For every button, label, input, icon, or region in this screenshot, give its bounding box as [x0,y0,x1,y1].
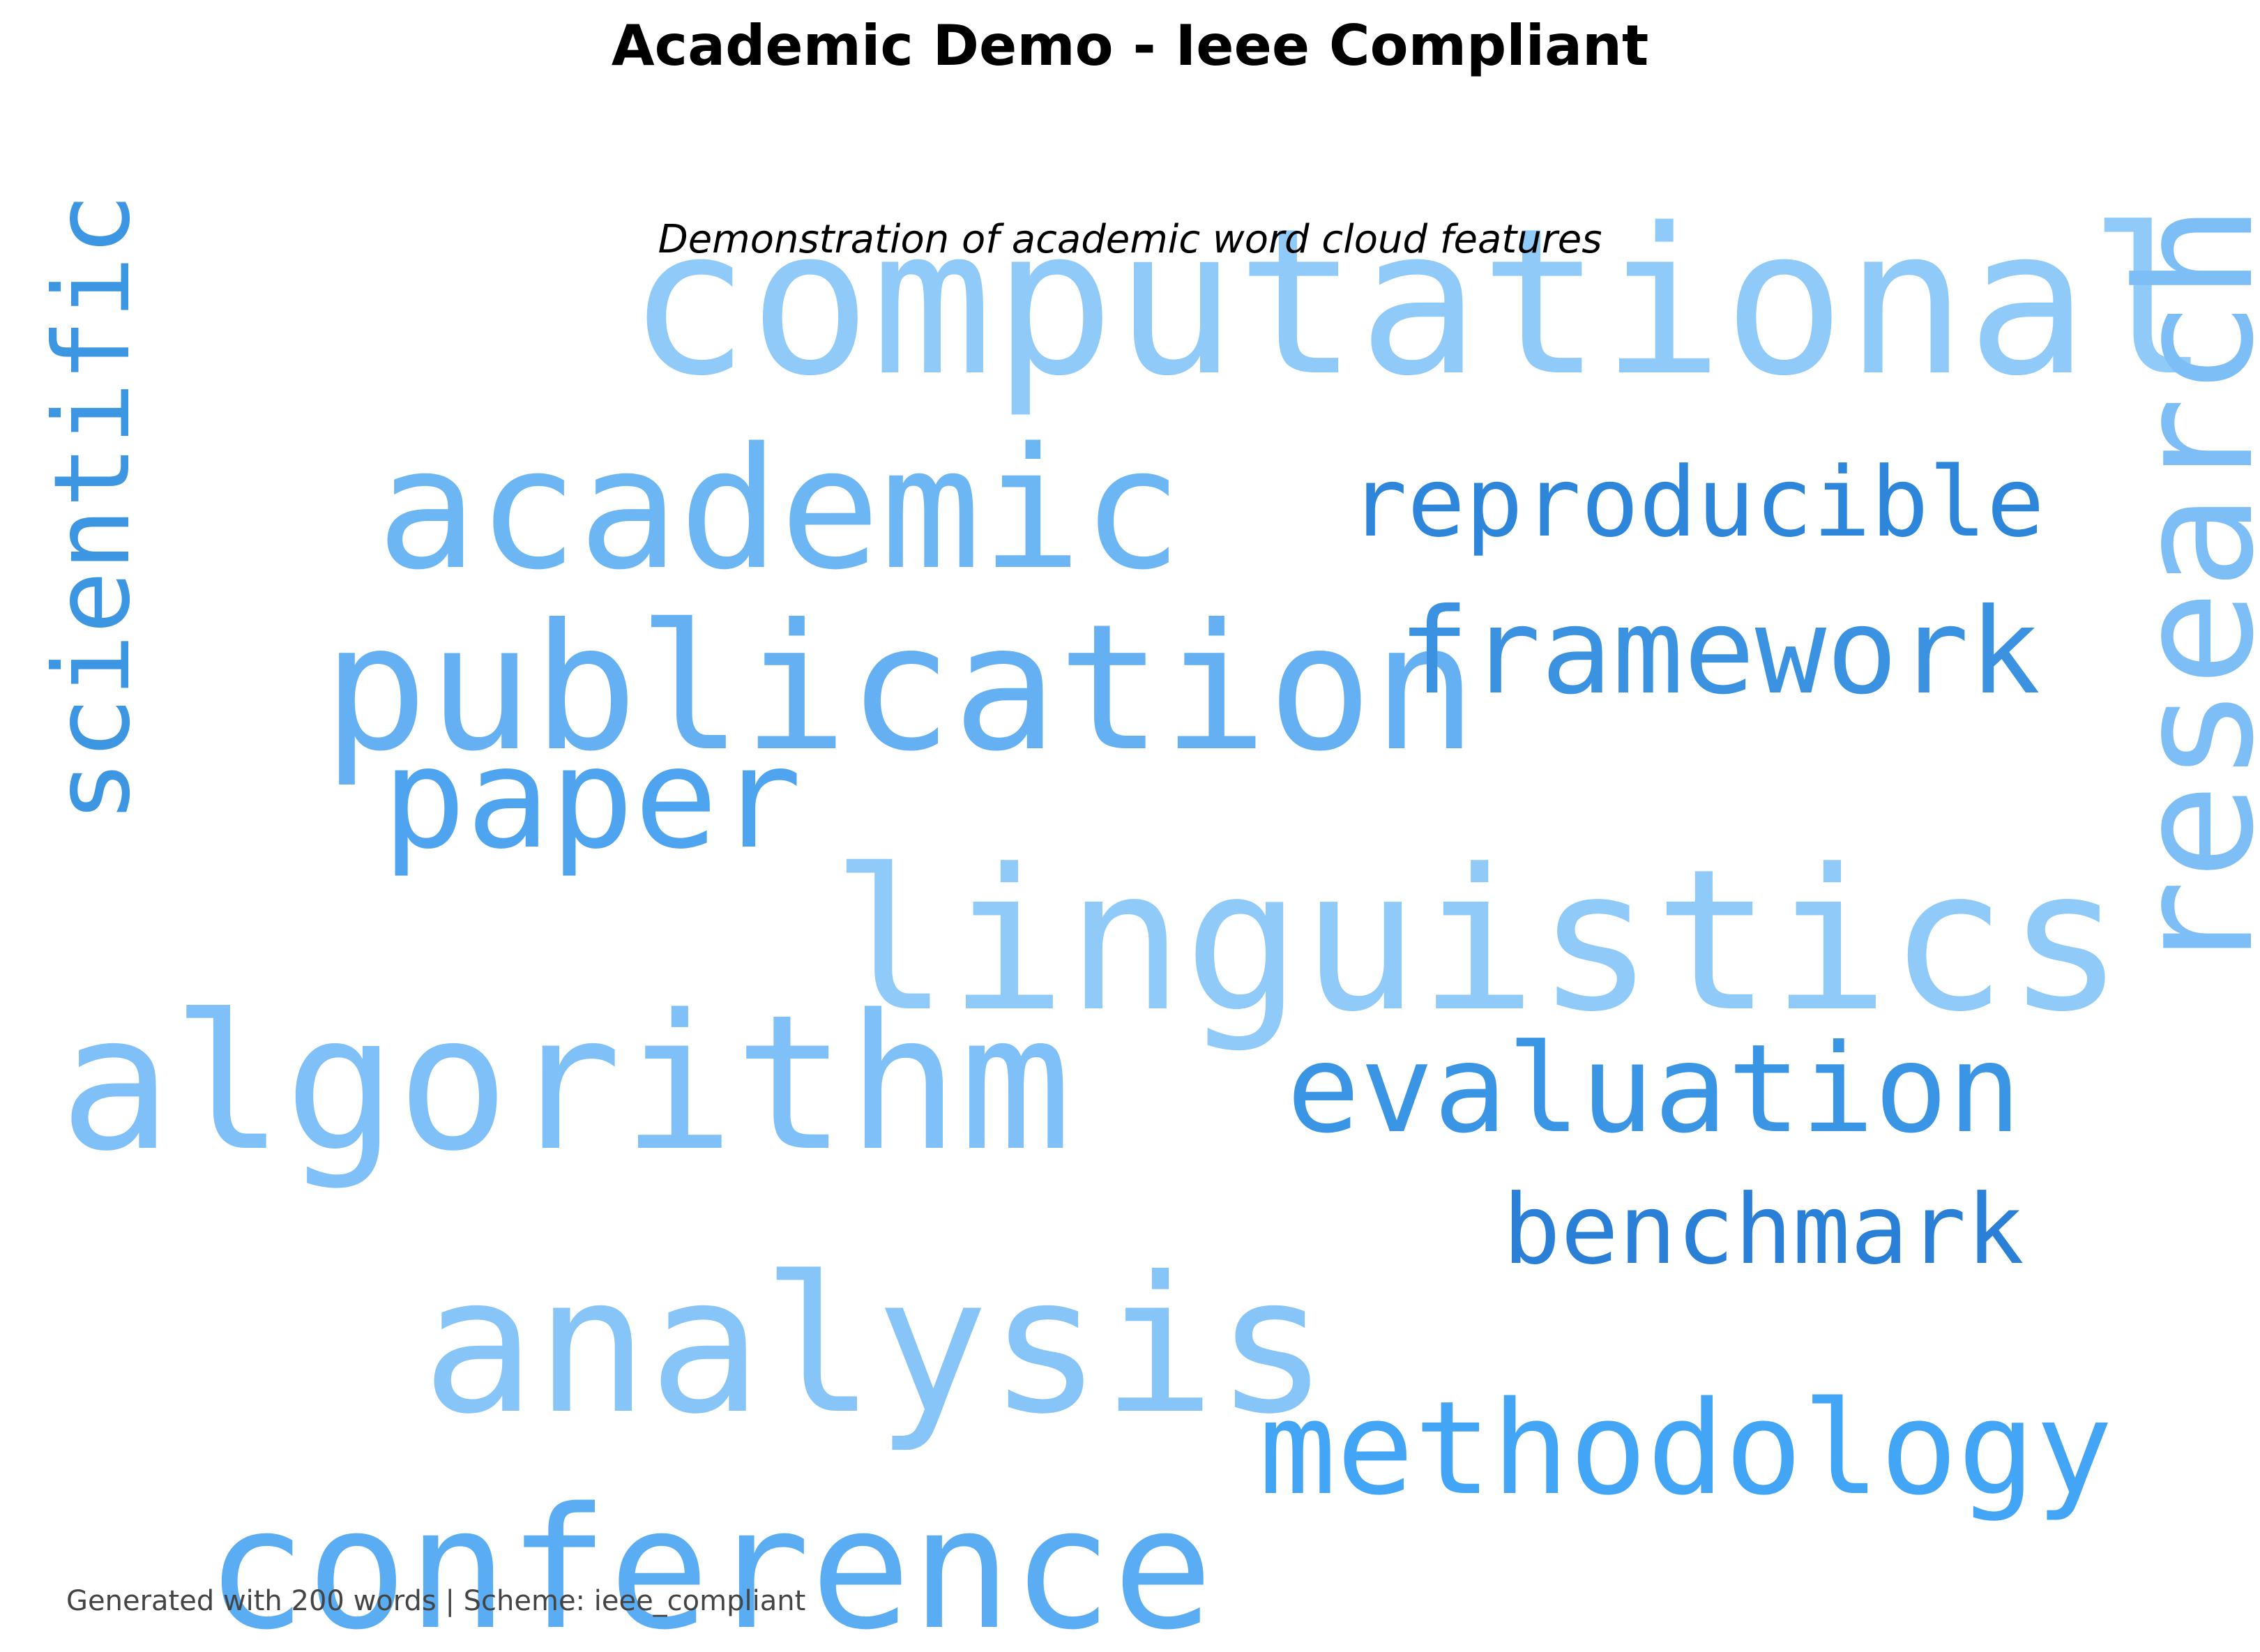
word-linguistics: linguistics [831,828,2125,1055]
word-reproducible: reproducible [1349,446,2045,559]
word-methodology: methodology [1259,1373,2114,1524]
word-algorithm: algorithm [59,975,1072,1192]
word-analysis: analysis [422,1236,1329,1455]
word-benchmark: benchmark [1503,1174,2024,1286]
word-publication: publication [323,586,1478,789]
word-framework: framework [1398,583,2041,721]
word-evaluation: evaluation [1287,1019,2022,1160]
word-scientific: scientific [32,192,153,823]
word-paper: paper [382,718,803,880]
chart-subtitle: Demonstration of academic word cloud fea… [658,217,1602,262]
word-computational: computational [628,185,2210,420]
chart-footer: Generated with 200 words | Scheme: ieee_… [66,1585,806,1617]
word-conference: conference [206,1471,1213,1652]
chart-title: Academic Demo - Ieee Compliant [611,13,1649,78]
word-research: research [2103,204,2260,976]
word-academic: academic [377,411,1183,607]
